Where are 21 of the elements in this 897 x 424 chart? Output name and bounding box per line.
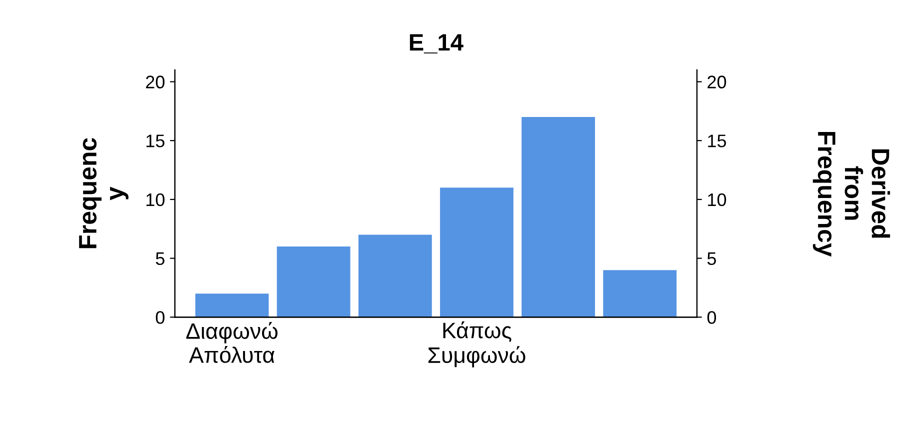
- y2-tick-label: 0: [707, 311, 716, 324]
- y-tick-label: 0: [156, 311, 164, 324]
- y2-tick-label: 15: [708, 134, 726, 148]
- bar: [195, 294, 269, 318]
- y-tick-label: 10: [146, 193, 164, 206]
- y-tick-label: 20: [146, 76, 164, 88]
- y-axis-title: Frequenc y: [79, 138, 128, 248]
- y2-axis-title: Derived from Frequency: [812, 132, 890, 257]
- x-tick-label: Διαφωνώ Απόλυτα: [186, 322, 278, 363]
- bar: [358, 234, 432, 318]
- bar: [276, 246, 350, 318]
- bar: [522, 117, 596, 318]
- y-tick-label: 15: [146, 134, 164, 148]
- y2-tick-label: 5: [707, 252, 716, 266]
- chart-title: E_14: [410, 34, 464, 54]
- x-tick-label: Κάπως Συμφωνώ: [428, 321, 526, 368]
- y-tick-label: 5: [156, 252, 164, 266]
- bar: [603, 270, 677, 318]
- y2-tick-label: 10: [708, 193, 726, 206]
- bar: [440, 188, 514, 318]
- y2-tick-label: 20: [708, 76, 726, 88]
